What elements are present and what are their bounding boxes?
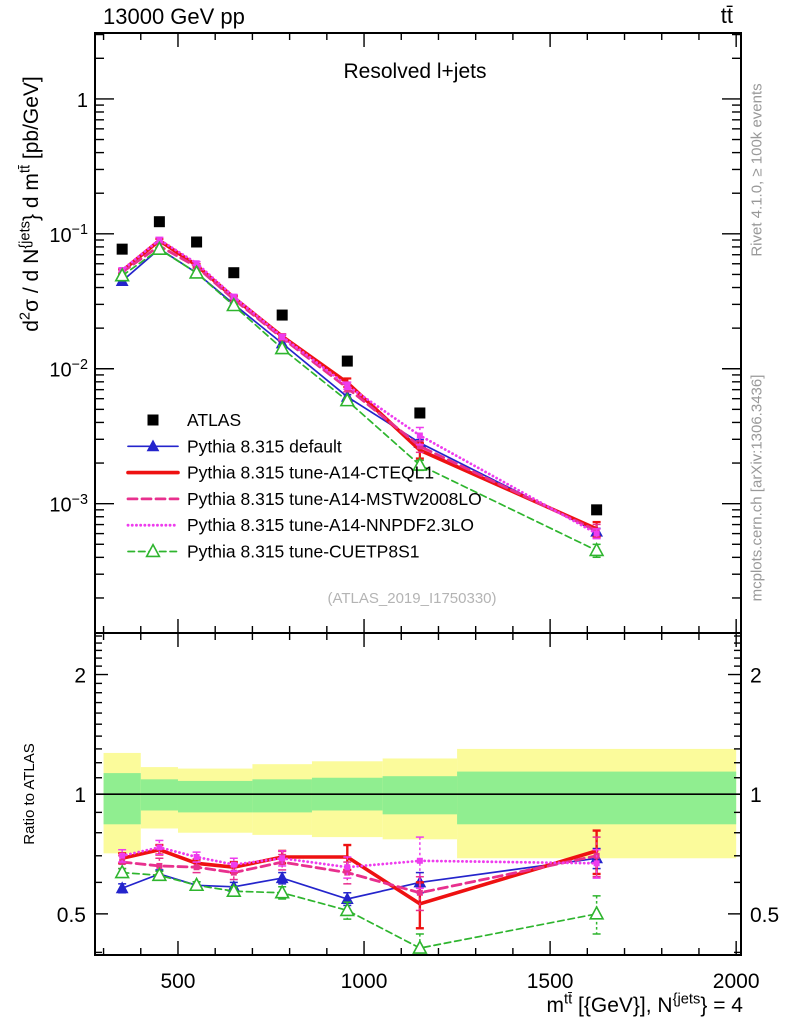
svg-text:10−2: 10−2 bbox=[49, 357, 88, 382]
axis-labels: 500 1000 1500 2000 1 10−1 10−2 10−3 2 2 1 1 0.5 0.5 mt… bbox=[18, 76, 780, 1017]
legend-item-label: Pythia 8.315 tune-A14-NNPDF2.3LO bbox=[187, 515, 474, 535]
main-panel-series bbox=[114, 216, 605, 559]
legend-item: Pythia 8.315 tune-A14-MSTW2008LO bbox=[126, 489, 482, 509]
legend-item-label: ATLAS bbox=[187, 410, 241, 430]
svg-text:0.5: 0.5 bbox=[750, 904, 779, 927]
y-axis-title: d2σ / d N{jets} d mtt̄ [pb/GeV] bbox=[18, 76, 43, 332]
analysis-watermark: (ATLAS_2019_I1750330) bbox=[327, 590, 497, 607]
ratio-uncertainty-bands bbox=[95, 748, 741, 859]
ratio-panel-series bbox=[114, 829, 605, 955]
svg-text:2000: 2000 bbox=[713, 970, 760, 993]
svg-text:1: 1 bbox=[750, 784, 762, 807]
svg-text:10−3: 10−3 bbox=[49, 492, 88, 517]
legend-item: Pythia 8.315 tune-A14-CTEQL1 bbox=[126, 463, 434, 483]
legend-item: Pythia 8.315 tune-A14-NNPDF2.3LO bbox=[126, 515, 474, 535]
legend-item: ATLAS bbox=[147, 410, 241, 430]
beam-energy-label: 13000 GeV pp bbox=[103, 4, 245, 29]
legend-item-label: Pythia 8.315 default bbox=[187, 436, 342, 456]
x-axis-title: mtt̄ [{GeV}], N{jets} = 4 bbox=[547, 992, 744, 1017]
svg-text:1500: 1500 bbox=[527, 970, 574, 993]
legend: ATLAS Pythia 8.315 default Pythia 8.315 tu… bbox=[126, 410, 482, 562]
svg-text:2: 2 bbox=[74, 665, 86, 688]
frames-and-ticks bbox=[94, 32, 742, 956]
svg-text:1: 1 bbox=[77, 90, 88, 112]
legend-item-label: Pythia 8.315 tune-CUETP8S1 bbox=[187, 542, 420, 562]
svg-text:0.5: 0.5 bbox=[57, 904, 86, 927]
svg-text:1: 1 bbox=[74, 784, 86, 807]
plot-title: Resolved l+jets bbox=[343, 60, 487, 83]
svg-text:2: 2 bbox=[750, 665, 762, 688]
process-label: tt̄ bbox=[720, 3, 733, 28]
svg-text:10−1: 10−1 bbox=[49, 222, 88, 247]
ratio-axis-title: Ratio to ATLAS bbox=[21, 743, 38, 844]
svg-text:1000: 1000 bbox=[341, 970, 388, 993]
legend-item-label: Pythia 8.315 tune-A14-CTEQL1 bbox=[187, 463, 434, 483]
mcplots-arxiv-note: mcplots.cern.ch [arXiv:1306.3436] bbox=[748, 374, 766, 602]
rivet-version-note: Rivet 4.1.0, ≥ 100k events bbox=[748, 83, 766, 257]
legend-item: Pythia 8.315 default bbox=[127, 436, 342, 456]
legend-item-label: Pythia 8.315 tune-A14-MSTW2008LO bbox=[187, 489, 482, 509]
legend-item: Pythia 8.315 tune-CUETP8S1 bbox=[127, 542, 420, 562]
svg-text:500: 500 bbox=[160, 970, 195, 993]
